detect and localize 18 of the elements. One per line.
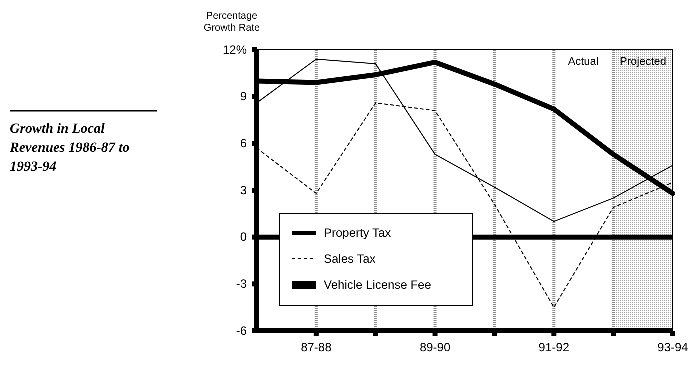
y-tick-label: 6 — [240, 136, 248, 151]
y-tick-label: 0 — [240, 230, 248, 244]
x-tick-label: 93-94 — [658, 340, 689, 355]
y-tick-label: -6 — [236, 324, 248, 338]
y-tick-label: 9 — [240, 90, 248, 104]
legend-label: Property Tax — [324, 226, 392, 240]
y-axis-title: Percentage Growth Rate — [204, 11, 260, 34]
legend-label: Sales Tax — [324, 252, 376, 266]
text: Growth in Local Revenues 1986-87 to 1993-94 — [9, 122, 130, 175]
y-tick-label: 3 — [240, 183, 248, 198]
legend-label: Vehicle License Fee — [324, 278, 432, 292]
annotation: Actual — [568, 56, 599, 68]
y-tick-label: -3 — [236, 277, 248, 292]
x-tick-label: 87-88 — [301, 340, 332, 355]
x-tick-label: 89-90 — [420, 340, 451, 355]
annotation: Projected — [620, 56, 667, 68]
x-tick-label: 91-92 — [538, 340, 570, 355]
y-tick-label: 12% — [222, 42, 248, 57]
